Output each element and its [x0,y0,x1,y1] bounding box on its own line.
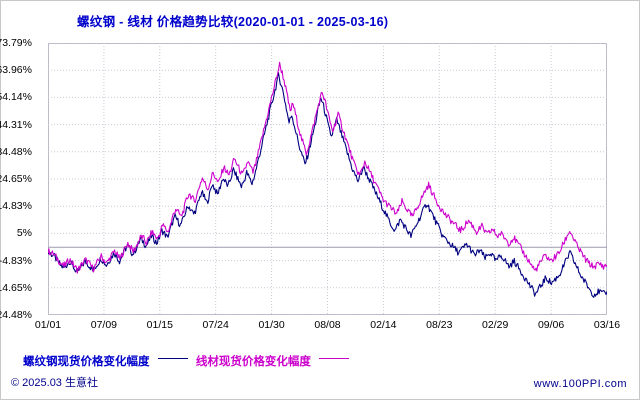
plot-area [48,43,607,315]
y-tick-label: 34.48% [0,145,32,158]
footer-copyright: © 2025.03 生意社 [11,377,98,389]
legend-swatch-series1 [157,357,188,359]
x-tick-label: 08/23 [426,319,453,331]
y-tick-label: 54.14% [0,91,32,104]
x-tick-label: 09/06 [537,319,565,331]
y-tick-label: 73.79% [0,37,32,49]
page-title: 螺纹钢 - 线材 价格趋势比较(2020-01-01 - 2025-03-16) [77,15,389,29]
y-tick-label: -24.48% [0,309,32,321]
chart-legend: 螺纹钢现货价格变化幅度 线材现货价格变化幅度 [23,353,354,369]
chart-svg [48,43,607,315]
x-tick-label: 08/08 [314,319,341,331]
y-tick-label: -4.83% [0,254,32,267]
y-tick-label: 63.96% [0,64,32,77]
x-tick-label: 07/09 [90,319,118,331]
x-tick-label: 03/16 [593,319,621,331]
y-tick-label: 14.83% [0,200,32,213]
legend-label-series2: 线材现货价格变化幅度 [195,356,311,368]
x-tick-label: 01/15 [146,319,173,331]
x-tick-label: 01/01 [34,319,62,331]
x-tick-label: 07/24 [202,319,229,331]
series-line [48,61,607,274]
legend-item-series2: 线材现货价格变化幅度 [196,353,354,369]
y-tick-label: 44.31% [0,118,32,131]
y-tick-label: 5% [16,227,32,240]
x-tick-label: 02/29 [482,319,509,331]
y-tick-label: 24.65% [0,173,32,185]
footer-website[interactable]: www.100PPI.com [533,378,627,390]
y-tick-label: -14.65% [0,281,32,294]
legend-label-series1: 螺纹钢现货价格变化幅度 [23,356,150,368]
x-tick-label: 01/30 [258,319,285,331]
x-tick-label: 02/14 [370,319,397,331]
legend-swatch-series2 [319,357,350,359]
legend-item-series1: 螺纹钢现货价格变化幅度 [23,353,193,369]
